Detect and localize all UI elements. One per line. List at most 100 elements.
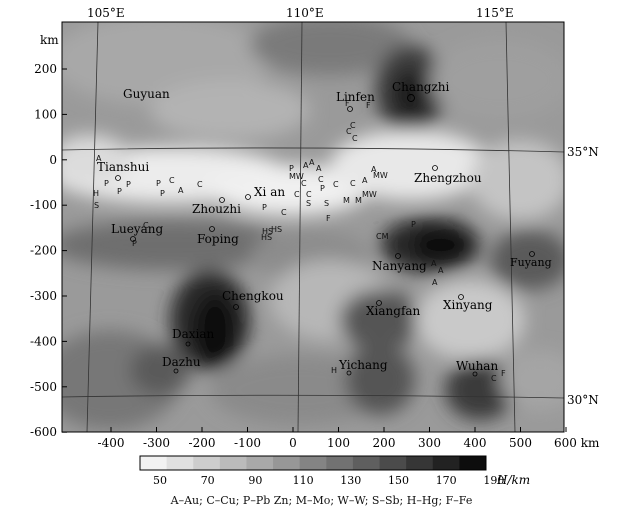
svg-text:F: F [366,101,371,110]
legend-swatch [432,456,460,470]
svg-text:M: M [355,196,362,205]
svg-text:C: C [350,121,356,130]
svg-text:P: P [160,189,165,198]
lat-label-35: 35°N [567,145,599,159]
svg-text:MW: MW [289,172,304,181]
deposit-symbols: A P H P P S P C P A C P C P MW A A A C C… [93,99,506,383]
svg-text:C: C [197,180,203,189]
city-label: Dazhu [162,355,201,369]
x-tick-label: 300 [418,436,441,450]
legend-value: 190 [483,474,504,487]
svg-text:C: C [281,208,287,217]
legend-swatch [246,456,274,470]
lon-label-115: 115°E [476,6,514,20]
svg-text:F: F [501,369,506,378]
y-tick-label: -500 [30,380,57,394]
svg-text:S: S [324,199,329,208]
plot-frame [61,21,565,433]
legend-caption: A–Au; C–Cu; P–Pb Zn; M–Mo; W–W; S–Sb; H–… [170,494,473,507]
legend-frame [139,455,487,471]
svg-text:C: C [346,127,352,136]
x-tick-label: 400 [464,436,487,450]
x-tick-label: 100 [327,436,350,450]
svg-text:P: P [320,184,325,193]
legend-swatch [406,456,434,470]
y-tick-label: -300 [30,289,57,303]
svg-text:C: C [352,134,358,143]
legend-swatch [140,456,168,470]
svg-text:S: S [94,201,99,210]
svg-text:C: C [350,179,356,188]
svg-text:A: A [178,186,184,195]
city-label: Linfen [336,90,375,104]
legend-swatch [273,456,301,470]
y-tick-label: -100 [30,198,57,212]
svg-text:C: C [491,374,497,383]
svg-text:M: M [343,196,350,205]
city-label: Fuyang [510,256,552,269]
svg-text:F: F [326,214,331,223]
legend-values: 50 70 90 110 130 150 170 190 [153,474,504,487]
city-label: Zhengzhou [414,171,482,185]
svg-text:HS: HS [271,225,282,234]
y-axis: 200 100 0 -100 -200 -300 -400 -500 -600 [30,62,67,439]
legend-swatch [193,456,221,470]
legend-swatch [166,456,194,470]
legend-swatch [219,456,247,470]
x-tick-label: 0 [289,436,297,450]
city-label: Chengkou [222,289,284,303]
x-tick-label: -200 [189,436,216,450]
svg-text:C: C [143,221,149,230]
legend-value: 90 [248,474,262,487]
city-label: Wuhan [456,359,498,373]
svg-text:C: C [301,179,307,188]
legend-swatch [299,456,327,470]
svg-text:A: A [96,154,102,163]
legend-value: 110 [293,474,314,487]
legend-swatch [352,456,381,470]
svg-text:HS: HS [261,233,272,242]
legend-swatch [459,456,487,470]
legend-value: 150 [388,474,409,487]
svg-text:C: C [306,190,312,199]
svg-text:MW: MW [373,171,388,180]
city-label: Daxian [172,327,215,341]
legend-unit: H/km [496,473,530,487]
x-tick-label: 500 [509,436,532,450]
depth-field [62,22,564,432]
svg-text:A: A [371,165,377,174]
svg-text:P: P [262,203,267,212]
svg-text:A: A [303,161,309,170]
svg-text:P: P [289,164,294,173]
color-legend [139,455,487,471]
svg-text:A: A [432,278,438,287]
svg-text:MW: MW [362,190,377,199]
svg-text:A: A [431,259,437,268]
x-tick-label: -400 [98,436,125,450]
legend-value: 170 [436,474,457,487]
svg-text:H: H [331,366,337,375]
y-tick-label: -400 [30,334,57,348]
y-tick-label: -600 [30,425,57,439]
svg-text:P: P [156,179,161,188]
city-label: Xiangfan [366,304,421,318]
x-tick-label: 600 km [554,436,600,450]
svg-text:F: F [345,99,350,108]
graticule [62,22,564,432]
city-label: Xinyang [443,298,493,312]
svg-text:A: A [309,158,315,167]
x-tick-label: 200 [373,436,396,450]
legend-swatch [326,456,354,470]
legend-value: 130 [340,474,361,487]
svg-text:C: C [333,180,339,189]
city-label: Changzhi [392,80,450,94]
y-tick-label: -200 [30,244,57,258]
svg-text:A: A [316,164,322,173]
city-label: Yichang [338,358,388,372]
svg-text:P: P [117,187,122,196]
svg-text:P: P [132,239,137,248]
svg-text:C: C [294,190,300,199]
city-label: Tianshui [97,160,149,174]
svg-text:P: P [126,180,131,189]
